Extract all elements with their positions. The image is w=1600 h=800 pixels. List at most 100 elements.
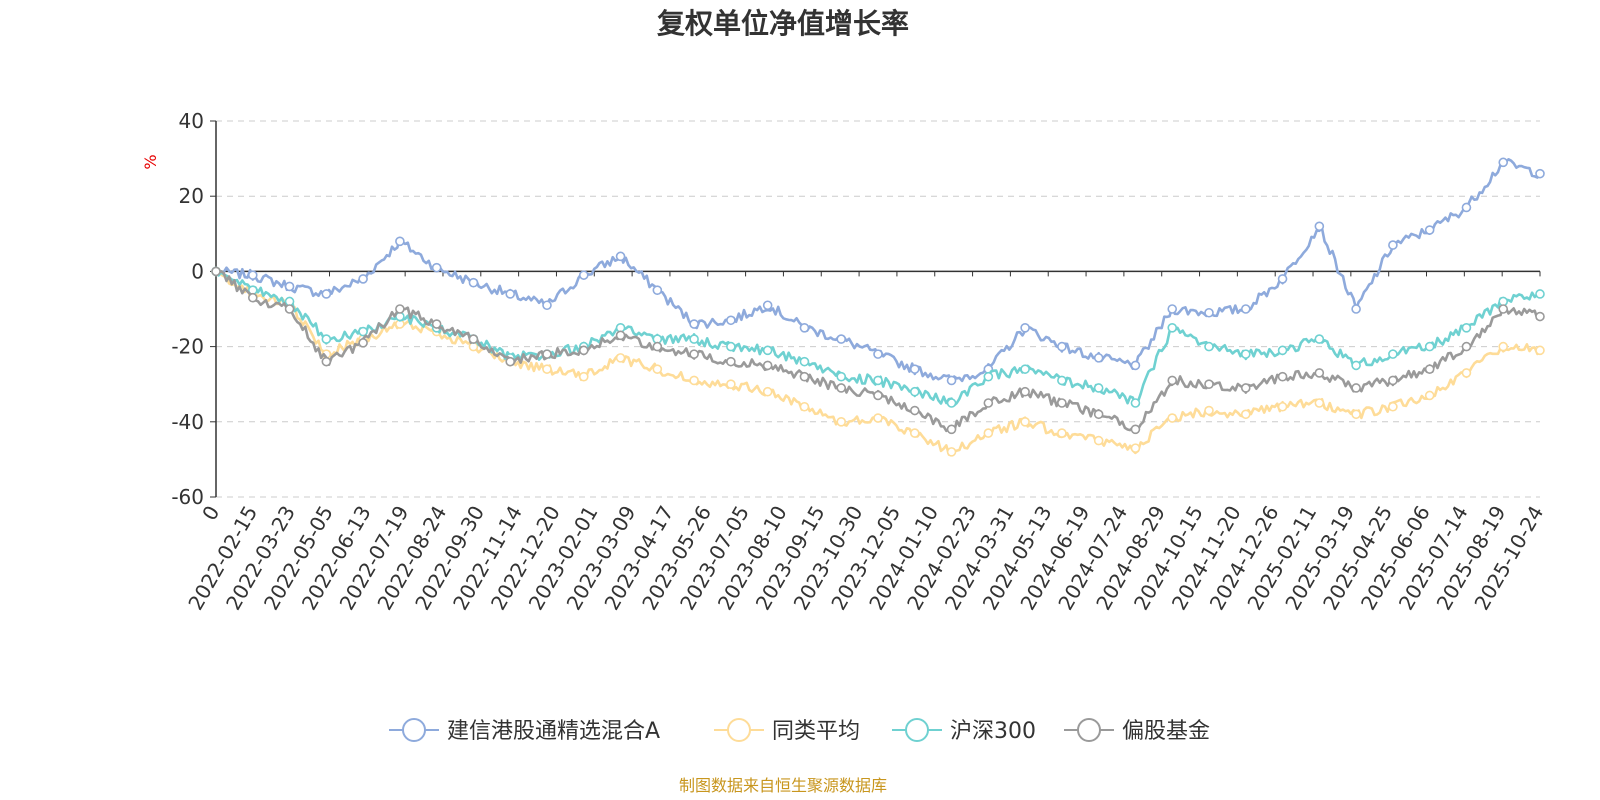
data-point (431, 262, 442, 273)
data-point (1204, 341, 1214, 352)
legend-item[interactable]: 偏股基金 (1064, 718, 1210, 744)
data-point (1277, 274, 1288, 284)
data-point (321, 334, 332, 344)
data-point (1057, 341, 1067, 352)
y-tick-label: -20 (171, 335, 204, 359)
legend-item[interactable]: 沪深300 (892, 718, 1036, 744)
data-point (1351, 383, 1361, 393)
data-point (946, 424, 957, 435)
data-point (615, 251, 626, 262)
data-point (1388, 375, 1398, 386)
data-point (689, 349, 699, 359)
data-point (1314, 221, 1325, 232)
data-point (726, 356, 736, 367)
data-point (358, 338, 368, 348)
data-point (1057, 398, 1067, 408)
source-note: 制图数据来自恒生聚源数据库 (679, 776, 887, 795)
data-point (873, 413, 883, 423)
data-point (1204, 307, 1214, 318)
data-point (983, 398, 994, 408)
legend-label: 偏股基金 (1122, 719, 1210, 744)
data-point (726, 379, 736, 390)
data-point (1461, 322, 1472, 333)
data-point (505, 289, 516, 299)
data-point (358, 326, 368, 337)
data-point (836, 334, 847, 344)
data-point (1020, 386, 1030, 397)
legend-circle-icon (905, 718, 929, 742)
data-point (395, 304, 405, 314)
legend-label: 建信港股通精选混合A (447, 719, 660, 744)
data-point (211, 266, 221, 277)
data-point (1130, 424, 1141, 435)
y-tick-label: -40 (171, 410, 204, 434)
data-point (873, 390, 883, 401)
data-point (284, 304, 295, 314)
data-point (1240, 349, 1251, 359)
data-point (1020, 416, 1030, 427)
data-point (1388, 401, 1398, 412)
data-point (1314, 334, 1325, 344)
data-point (1020, 322, 1030, 333)
data-point (1461, 368, 1472, 378)
data-point (652, 285, 663, 296)
data-point (1498, 341, 1509, 352)
chart-title: 复权单位净值增长率 (657, 7, 909, 40)
data-point (1167, 375, 1178, 386)
data-point (1461, 202, 1472, 213)
data-point (1020, 364, 1030, 374)
data-point (1240, 304, 1251, 314)
data-point (358, 274, 368, 284)
data-point (873, 349, 883, 359)
data-point (1351, 360, 1361, 371)
data-point (689, 319, 699, 329)
data-point (652, 364, 663, 374)
data-point (1351, 304, 1361, 314)
data-point (1314, 368, 1325, 378)
data-point (321, 289, 332, 299)
data-point (689, 375, 699, 386)
grid-lines (216, 120, 1540, 498)
data-point (909, 428, 920, 438)
data-point (1424, 225, 1435, 235)
data-point (395, 236, 405, 247)
data-point (1535, 345, 1545, 356)
y-tick-label: 20 (179, 184, 204, 208)
data-point (762, 360, 773, 371)
data-point (1093, 353, 1104, 363)
legend-label: 同类平均 (772, 719, 860, 744)
data-point (284, 281, 295, 292)
data-point (909, 364, 920, 374)
legend-item[interactable]: 建信港股通精选混合A (389, 718, 660, 744)
data-point (1093, 409, 1104, 420)
data-point (1351, 409, 1361, 420)
data-point (1093, 435, 1104, 446)
data-point (1277, 401, 1288, 412)
data-point (946, 398, 957, 408)
data-point (799, 401, 810, 412)
data-point (578, 371, 589, 382)
legend-circle-icon (402, 718, 426, 742)
data-point (1130, 398, 1141, 408)
data-point (542, 364, 552, 374)
data-point (578, 270, 589, 280)
data-point (1167, 322, 1178, 333)
data-point (542, 300, 552, 311)
axes (210, 120, 1541, 498)
data-point (1535, 289, 1545, 299)
data-point (983, 428, 994, 438)
data-point (247, 292, 258, 303)
data-point (1093, 383, 1104, 393)
data-point (1535, 168, 1545, 179)
data-point (689, 334, 699, 344)
data-point (505, 356, 516, 367)
data-point (652, 341, 663, 352)
data-point (909, 386, 920, 397)
data-point (615, 330, 626, 341)
data-point (836, 383, 847, 393)
data-point (1461, 341, 1472, 352)
data-point (1277, 345, 1288, 356)
legend-item[interactable]: 同类平均 (714, 718, 860, 744)
legend[interactable]: 建信港股通精选混合A 同类平均 沪深300 偏股基金 (389, 718, 1210, 744)
series-line (215, 267, 1542, 456)
